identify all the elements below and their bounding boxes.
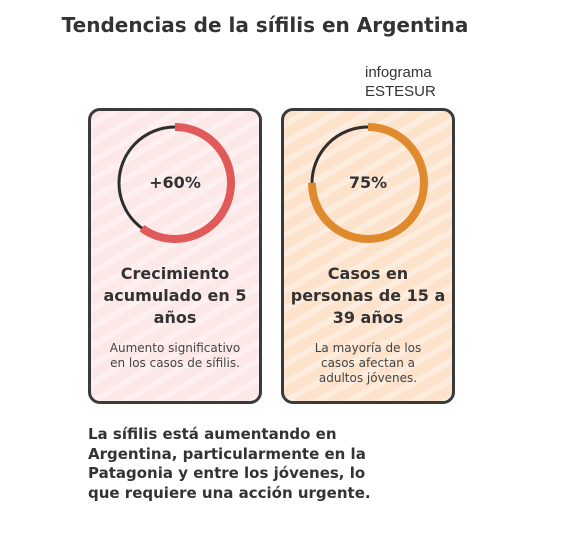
growth-progress-ring bbox=[115, 123, 235, 243]
infographic-title: Tendencias de la sífilis en Argentina bbox=[61, 13, 469, 37]
age-progress-ring bbox=[308, 123, 428, 243]
summary-text: La sífilis está aumentando en Argentina,… bbox=[88, 425, 371, 502]
ring-fill-arc bbox=[115, 123, 235, 243]
growth-value: +60% bbox=[149, 173, 201, 192]
age-value: 75% bbox=[348, 173, 388, 192]
ring-fill-arc bbox=[308, 123, 428, 243]
growth-card: +60% Crecimiento acumulado en 5 años Aum… bbox=[88, 108, 262, 404]
age-card: 75% Casos en personas de 15 a 39 años La… bbox=[281, 108, 455, 404]
source-label: infograma ESTESUR bbox=[365, 64, 436, 100]
age-description: La mayoría de los casos afectan a adulto… bbox=[314, 341, 422, 385]
age-heading: Casos en personas de 15 a 39 años bbox=[290, 264, 446, 327]
growth-heading: Crecimiento acumulado en 5 años bbox=[103, 264, 247, 327]
growth-description: Aumento significativo en los casos de sí… bbox=[109, 341, 241, 370]
